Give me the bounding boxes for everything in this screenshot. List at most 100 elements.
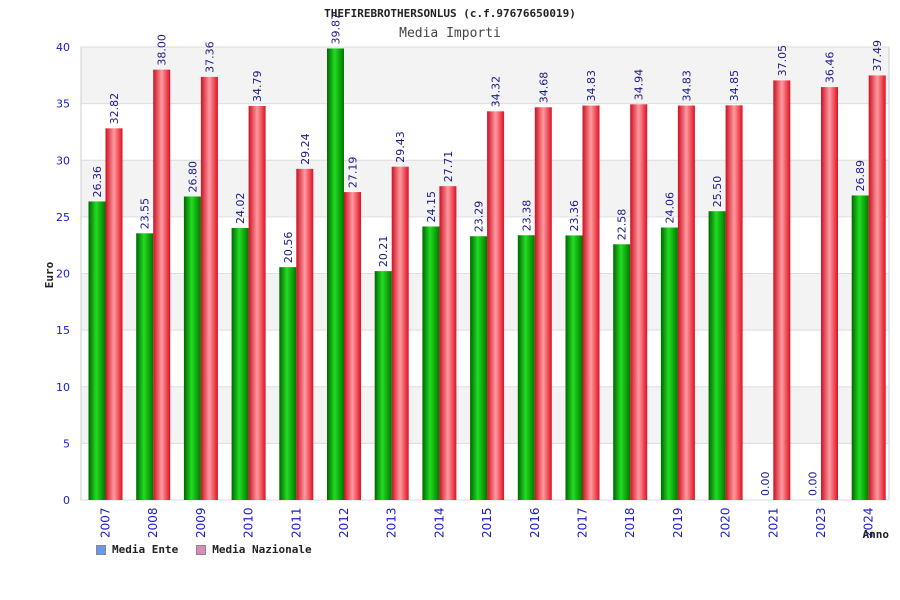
bar-media-ente-2013 (374, 271, 392, 500)
bar-media-nazionale-2013 (391, 166, 409, 500)
value-label: 25.50 (711, 176, 724, 208)
value-label: 20.21 (377, 236, 390, 268)
bar-media-nazionale-2008 (153, 69, 171, 501)
bar-media-ente-2007 (88, 201, 106, 500)
x-tick-label: 2023 (814, 507, 828, 538)
bar-media-nazionale-2024 (868, 75, 886, 500)
x-axis-ticks: 2007 2008 2009 2010 2011 2012 2013 2014 2015 2016… (99, 507, 876, 538)
bar-media-ente-2014 (422, 226, 440, 500)
legend-item-media-nazionale: Media Nazionale (196, 543, 312, 556)
value-label: 36.46 (824, 52, 837, 84)
legend-swatch-media-ente (96, 544, 106, 555)
y-tick-label: 20 (56, 268, 70, 281)
x-tick-label: 2014 (432, 507, 446, 538)
y-tick-label: 0 (63, 494, 70, 507)
bar-media-nazionale-2023 (821, 87, 838, 500)
value-label: 34.68 (537, 72, 550, 104)
x-tick-label: 2010 (242, 507, 256, 538)
x-tick-label: 2016 (528, 507, 542, 538)
bars (88, 48, 886, 501)
value-label: 37.49 (871, 40, 884, 72)
bar-media-ente-2012 (327, 48, 344, 500)
legend-label-media-nazionale: Media Nazionale (212, 543, 312, 556)
value-label: 0.00 (759, 472, 772, 497)
value-label: 34.85 (728, 70, 741, 102)
bar-media-ente-2016 (517, 235, 535, 500)
value-label: 38.00 (156, 34, 169, 66)
x-axis-label: Anno (863, 528, 890, 541)
x-tick-label: 2007 (99, 507, 113, 538)
value-label: 27.71 (442, 151, 455, 183)
value-label: 20.56 (282, 232, 295, 264)
y-axis-ticks: 0 5 10 15 20 25 30 35 40 (56, 41, 70, 507)
value-label: 37.05 (776, 45, 789, 77)
bar-media-nazionale-2020 (725, 105, 743, 500)
legend-item-media-ente: Media Ente (96, 543, 178, 556)
bar-media-ente-2017 (565, 235, 583, 500)
bar-media-nazionale-2017 (582, 105, 600, 501)
y-tick-label: 5 (63, 437, 70, 450)
x-tick-label: 2012 (337, 507, 351, 538)
bar-media-ente-2010 (231, 227, 249, 500)
chart-subtitle: Media Importi (399, 26, 501, 41)
bar-media-nazionale-2011 (296, 168, 314, 500)
legend-swatch-media-nazionale (196, 544, 207, 555)
bar-media-nazionale-2009 (200, 76, 218, 500)
value-label: 34.32 (490, 76, 503, 107)
value-label: 23.38 (520, 200, 533, 232)
y-tick-label: 30 (56, 154, 70, 167)
y-tick-label: 25 (56, 211, 70, 224)
bar-media-ente-2008 (136, 233, 154, 500)
x-tick-label: 2019 (671, 507, 685, 538)
value-label: 23.29 (473, 201, 486, 232)
bar-media-nazionale-2018 (630, 104, 648, 500)
value-label: 23.55 (139, 198, 152, 230)
value-label: 26.36 (91, 166, 104, 198)
bar-media-nazionale-2007 (105, 128, 123, 500)
value-label: 24.06 (663, 192, 676, 224)
bar-media-nazionale-2010 (248, 106, 266, 501)
value-labels: 26.36 32.82 23.55 38.00 26.80 37.36 24.02 34.79… (91, 13, 884, 496)
value-label: 39.87 (330, 13, 343, 45)
y-tick-label: 40 (56, 41, 70, 54)
bar-media-ente-2019 (660, 227, 678, 500)
bar-media-ente-2011 (279, 267, 297, 500)
value-label: 29.43 (394, 131, 407, 163)
value-label: 26.89 (854, 160, 867, 192)
y-tick-label: 10 (56, 381, 70, 394)
value-label: 34.83 (585, 70, 598, 102)
legend: Media Ente Media Nazionale (96, 543, 312, 556)
y-tick-label: 15 (56, 324, 70, 337)
value-label: 24.02 (234, 192, 247, 224)
value-label: 34.83 (680, 70, 693, 102)
value-label: 37.36 (203, 41, 216, 73)
bar-media-ente-2024 (851, 195, 869, 500)
x-tick-label: 2013 (385, 507, 399, 538)
x-tick-label: 2020 (719, 507, 733, 538)
x-tick-label: 2008 (146, 507, 160, 538)
value-label: 32.82 (108, 93, 121, 125)
x-tick-label: 2024 (862, 507, 876, 538)
value-label: 0.00 (807, 472, 820, 497)
bar-media-ente-2018 (613, 244, 631, 500)
x-tick-label: 2021 (766, 507, 780, 538)
value-label: 24.15 (425, 191, 438, 223)
x-tick-label: 2017 (576, 507, 590, 538)
legend-label-media-ente: Media Ente (112, 543, 179, 556)
y-tick-label: 35 (56, 98, 70, 111)
x-tick-label: 2009 (194, 507, 208, 538)
bar-media-nazionale-2019 (677, 105, 695, 501)
bar-media-ente-2015 (470, 236, 488, 500)
x-tick-label: 2011 (289, 507, 303, 538)
value-label: 26.80 (186, 161, 199, 193)
value-label: 34.79 (251, 71, 264, 103)
value-label: 22.58 (616, 209, 629, 241)
x-tick-label: 2018 (623, 507, 637, 538)
bar-media-nazionale-2014 (439, 186, 457, 500)
bar-media-nazionale-2021 (773, 80, 791, 500)
value-label: 34.94 (633, 69, 646, 101)
chart-title: THEFIREBROTHERSONLUS (c.f.97676650019) (324, 7, 576, 20)
bar-media-ente-2009 (183, 196, 201, 501)
bar-media-nazionale-2012 (344, 192, 361, 501)
